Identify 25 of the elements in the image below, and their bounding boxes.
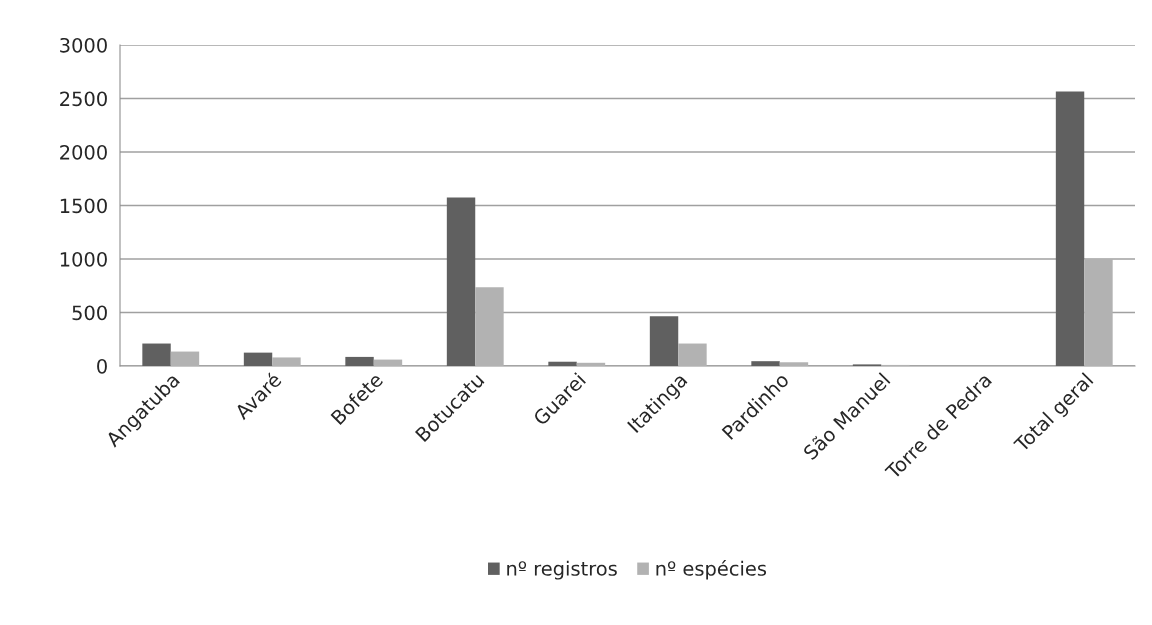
y-tick-label: 500: [72, 305, 107, 321]
y-tick-label: 3000: [60, 37, 107, 53]
y-tick-label: 1000: [60, 251, 107, 267]
bar: [548, 361, 577, 366]
y-tick-label: 2000: [60, 144, 107, 160]
bar: [170, 351, 200, 366]
bar: [243, 352, 273, 366]
bar: [779, 362, 809, 366]
bar: [576, 362, 606, 366]
bar: [345, 356, 374, 366]
bar: [475, 287, 504, 366]
y-tick-label: 1500: [60, 198, 107, 214]
bar: [1055, 91, 1085, 366]
bar: [678, 343, 707, 366]
bar: [649, 316, 679, 366]
legend-label: nº registros: [507, 560, 617, 580]
y-tick-label: 2500: [60, 91, 107, 107]
bar: [142, 343, 171, 366]
bar: [272, 357, 301, 366]
bar: [1084, 259, 1113, 366]
bar: [373, 359, 403, 366]
y-tick-label: 0: [97, 358, 107, 374]
bar: [751, 361, 780, 366]
legend-label: nº espécies: [656, 560, 767, 580]
bar: [446, 197, 476, 366]
